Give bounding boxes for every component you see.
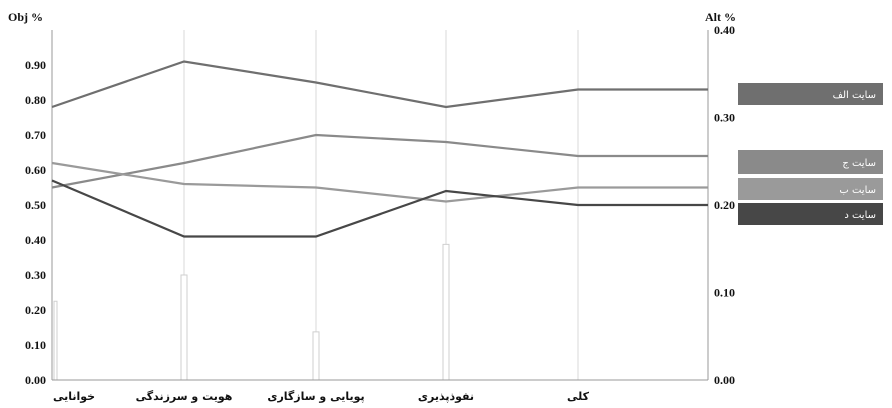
vertical-gridlines [183,30,579,380]
series-lines [51,60,708,238]
series-line-3 [51,179,708,238]
y-tick-label: 0.50 [25,198,46,212]
series-line-1 [51,133,708,189]
legend-swatch-3 [738,203,883,225]
alt-bars [53,243,450,381]
y-tick-label: 0.90 [25,58,46,72]
legend-swatch-1 [738,150,883,174]
legend-label-2: سایت ب [839,185,876,196]
y2-tick-label: 0.40 [714,23,735,37]
alt-bar-0 [53,300,58,381]
alt-bar-3 [442,243,450,381]
y-tick-label: 0.40 [25,233,46,247]
y-tick-label: 0.80 [25,93,46,107]
y-tick-label: 0.20 [25,303,46,317]
right-tick-labels: 0.00 0.10 0.20 0.30 0.40 [714,23,735,387]
alt-bar-1 [180,274,188,381]
legend-label-0: سایت الف [833,90,876,101]
legend: سایت الف سایت ج سایت ب سایت د [738,83,883,225]
y2-tick-label: 0.00 [714,373,735,387]
y-tick-label: 0.70 [25,128,46,142]
y2-tick-label: 0.20 [714,198,735,212]
series-line-0 [51,60,708,109]
category-label: کلی [567,390,590,403]
y-tick-label: 0.00 [25,373,46,387]
y-tick-label: 0.60 [25,163,46,177]
category-labels: خوانایی هویت و سرزندگی پویایی و سازگاری نفو… [53,390,590,403]
alt-bar-2 [312,331,320,381]
legend-label-3: سایت د [844,210,876,221]
category-label: خوانایی [53,390,95,403]
category-label: هویت و سرزندگی [136,390,233,403]
y-tick-label: 0.10 [25,338,46,352]
legend-label-1: سایت ج [842,158,876,169]
category-label: نفوذپذیری [418,390,474,403]
left-tick-labels: 0.00 0.10 0.20 0.30 0.40 0.50 0.60 0.70 0.80 0.90 [25,58,46,387]
y2-tick-label: 0.30 [714,111,735,125]
left-axis-title: Obj % [8,10,43,24]
legend-swatch-0 [738,83,883,105]
series-line-2 [51,161,708,203]
right-axis-title: Alt % [705,10,736,24]
legend-swatch-2 [738,178,883,200]
category-label: پویایی و سازگاری [267,390,364,403]
y-tick-label: 0.30 [25,268,46,282]
y2-tick-label: 0.10 [714,286,735,300]
